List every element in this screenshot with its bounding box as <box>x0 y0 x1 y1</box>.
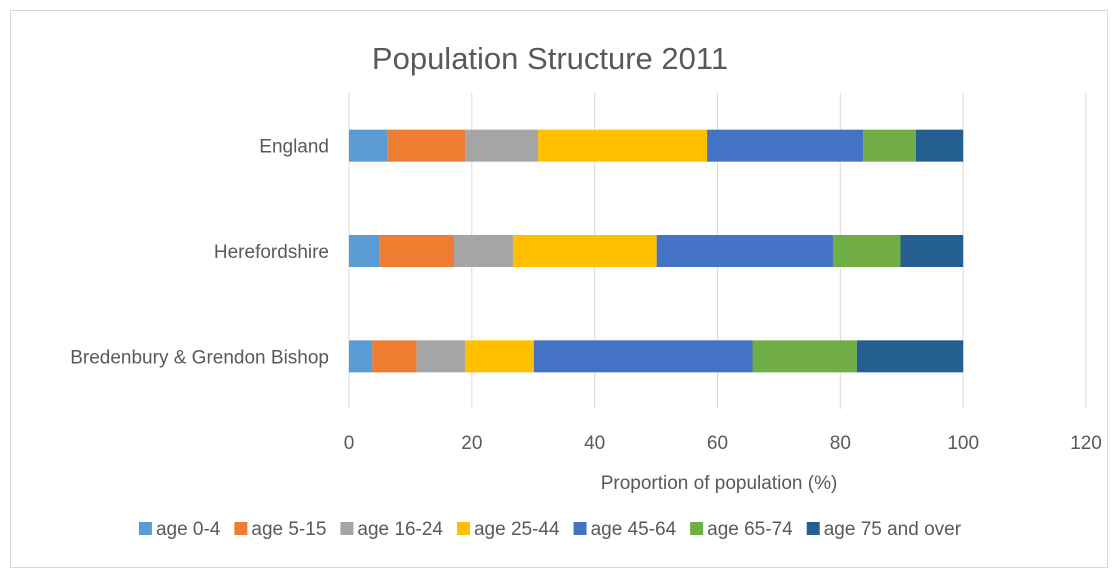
chart-frame: Population Structure 2011 0 20 40 60 80 100 12… <box>10 10 1108 568</box>
legend-swatch-age-65-74 <box>690 522 704 535</box>
y-axis-categories: England Herefordshire Bredenbury & Grendon… <box>70 137 329 369</box>
legend-label-age-45-64: age 45-64 <box>591 519 677 540</box>
legend-item-age-25-44: age 25-44 <box>456 519 560 540</box>
legend-item-age-65-74: age 65-74 <box>690 519 793 540</box>
bar-england-age-0-4 <box>349 129 388 162</box>
x-axis-label: Proportion of population (%) <box>601 473 838 494</box>
legend-label-age-65-74: age 65-74 <box>707 519 793 540</box>
bar-bredenbury-grendon-bishop-age-25-44 <box>465 340 534 373</box>
legend-label-age-16-24: age 16-24 <box>357 519 443 540</box>
x-tick-label-120: 120 <box>1070 433 1102 454</box>
x-tick-label-80: 80 <box>830 433 851 454</box>
x-tick-label-100: 100 <box>947 433 979 454</box>
x-tick-label-20: 20 <box>461 433 482 454</box>
legend-swatch-age-16-24 <box>340 522 354 535</box>
bar-bredenbury-grendon-bishop-age-45-64 <box>533 340 753 373</box>
bar-herefordshire-age-5-15 <box>379 235 455 267</box>
legend-swatch-age-5-15 <box>234 522 248 535</box>
x-tick-label-40: 40 <box>584 433 605 454</box>
legend-swatch-age-75-and-over <box>806 522 820 535</box>
legend-label-age-75-and-over: age 75 and over <box>824 519 962 540</box>
bar-area <box>349 129 964 373</box>
legend-label-age-5-15: age 5-15 <box>251 519 326 540</box>
legend-swatch-age-0-4 <box>138 522 152 535</box>
bar-herefordshire-age-16-24 <box>454 235 513 267</box>
legend-item-age-16-24: age 16-24 <box>340 519 443 540</box>
bar-herefordshire-age-75-and-over <box>900 235 964 267</box>
bar-england-age-65-74 <box>863 129 916 162</box>
bar-england-age-45-64 <box>707 129 864 162</box>
bar-england-age-75-and-over <box>915 129 964 162</box>
legend-item-age-5-15: age 5-15 <box>234 519 326 540</box>
bar-herefordshire-age-0-4 <box>349 235 380 267</box>
bar-herefordshire-age-45-64 <box>656 235 833 267</box>
legend-item-age-0-4: age 0-4 <box>138 519 221 540</box>
bar-bredenbury-grendon-bishop-age-65-74 <box>752 340 857 373</box>
bar-bredenbury-grendon-bishop-age-75-and-over <box>856 340 964 373</box>
bar-bredenbury-grendon-bishop-age-16-24 <box>416 340 466 373</box>
y-category-label-herefordshire: Herefordshire <box>214 242 329 263</box>
y-category-label-bredenbury-grendon-bishop: Bredenbury & Grendon Bishop <box>70 347 329 368</box>
legend-item-age-45-64: age 45-64 <box>573 519 677 540</box>
bar-herefordshire-age-25-44 <box>512 235 657 267</box>
bar-herefordshire-age-65-74 <box>832 235 901 267</box>
bar-england-age-16-24 <box>465 129 539 162</box>
chart-title: Population Structure 2011 <box>372 41 728 76</box>
x-axis-ticks: 0 20 40 60 80 100 120 <box>344 433 1102 454</box>
x-tick-label-0: 0 <box>344 433 355 454</box>
legend-swatch-age-45-64 <box>573 522 587 535</box>
bar-bredenbury-grendon-bishop-age-5-15 <box>372 340 417 373</box>
bar-england-age-5-15 <box>387 129 466 162</box>
legend-item-age-75-and-over: age 75 and over <box>806 519 962 540</box>
legend-swatch-age-25-44 <box>456 522 470 535</box>
legend-label-age-0-4: age 0-4 <box>156 519 221 540</box>
legend: age 0-4 age 5-15 age 16-24 age 25-44 age 45-… <box>138 519 962 540</box>
bar-bredenbury-grendon-bishop-age-0-4 <box>349 340 373 373</box>
x-tick-label-60: 60 <box>707 433 728 454</box>
legend-label-age-25-44: age 25-44 <box>474 519 560 540</box>
bar-england-age-25-44 <box>538 129 708 162</box>
y-category-label-england: England <box>259 137 329 158</box>
chart-canvas: Population Structure 2011 0 20 40 60 80 100 12… <box>70 41 1102 540</box>
